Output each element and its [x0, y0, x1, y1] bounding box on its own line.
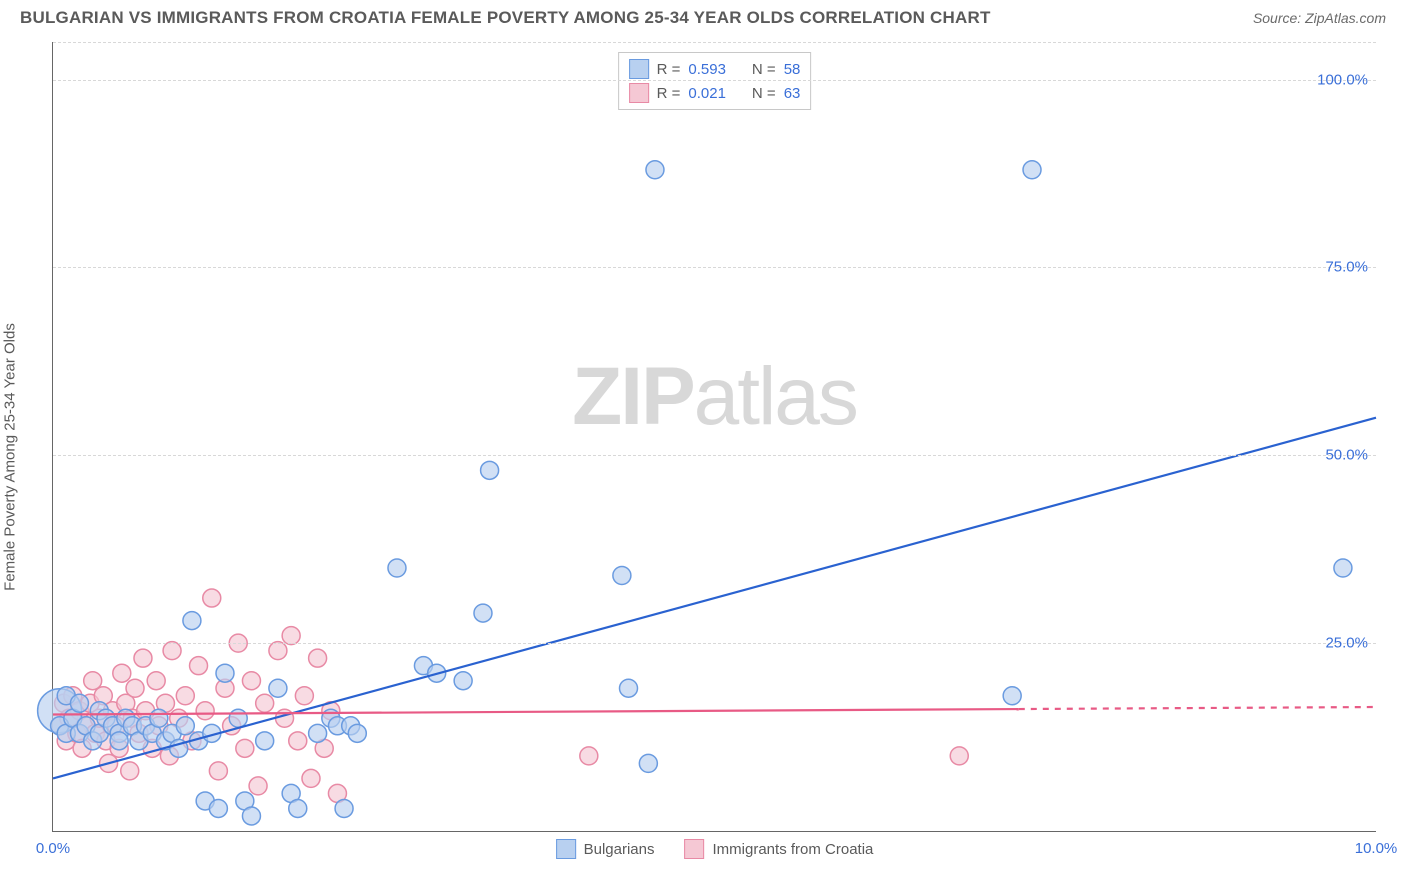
- grid-line: [53, 643, 1376, 644]
- swatch-series-1: [629, 83, 649, 103]
- stat-n-label-1: N =: [752, 85, 776, 102]
- stat-r-label-1: R =: [657, 85, 681, 102]
- y-tick-label: 100.0%: [1317, 71, 1368, 88]
- legend-item-1: Immigrants from Croatia: [685, 839, 874, 859]
- legend-label-0: Bulgarians: [584, 841, 655, 858]
- legend-item-0: Bulgarians: [556, 839, 655, 859]
- stat-legend: R = 0.593 N = 58 R = 0.021 N = 63: [618, 52, 812, 110]
- grid-line: [53, 42, 1376, 43]
- series-legend: Bulgarians Immigrants from Croatia: [556, 839, 874, 859]
- y-axis-label: Female Poverty Among 25-34 Year Olds: [2, 323, 19, 591]
- plot-svg: [53, 42, 1376, 831]
- y-tick-label: 75.0%: [1325, 259, 1368, 276]
- grid-line: [53, 455, 1376, 456]
- grid-line: [53, 267, 1376, 268]
- x-tick-label: 10.0%: [1355, 840, 1398, 857]
- x-tick-label: 0.0%: [36, 840, 70, 857]
- header: BULGARIAN VS IMMIGRANTS FROM CROATIA FEM…: [0, 0, 1406, 32]
- stat-n-label-0: N =: [752, 61, 776, 78]
- legend-swatch-0: [556, 839, 576, 859]
- stat-r-label-0: R =: [657, 61, 681, 78]
- chart-container: Female Poverty Among 25-34 Year Olds ZIP…: [0, 32, 1406, 882]
- plot-area: ZIPatlas R = 0.593 N = 58 R = 0.021 N = …: [52, 42, 1376, 832]
- stat-row-1: R = 0.021 N = 63: [629, 81, 801, 105]
- grid-line: [53, 80, 1376, 81]
- source-label: Source: ZipAtlas.com: [1253, 10, 1386, 26]
- chart-title: BULGARIAN VS IMMIGRANTS FROM CROATIA FEM…: [20, 8, 991, 28]
- stat-n-value-1: 63: [784, 85, 801, 102]
- stat-n-value-0: 58: [784, 61, 801, 78]
- stat-r-value-0: 0.593: [688, 61, 726, 78]
- stat-row-0: R = 0.593 N = 58: [629, 57, 801, 81]
- swatch-series-0: [629, 59, 649, 79]
- legend-swatch-1: [685, 839, 705, 859]
- y-tick-label: 50.0%: [1325, 447, 1368, 464]
- stat-r-value-1: 0.021: [688, 85, 726, 102]
- legend-label-1: Immigrants from Croatia: [713, 841, 874, 858]
- y-tick-label: 25.0%: [1325, 635, 1368, 652]
